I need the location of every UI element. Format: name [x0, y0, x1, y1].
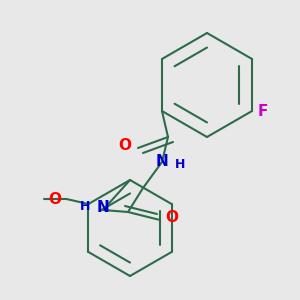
Text: F: F: [258, 103, 268, 118]
Text: N: N: [97, 200, 110, 215]
Text: O: O: [48, 191, 62, 206]
Text: H: H: [80, 200, 90, 212]
Text: H: H: [175, 158, 185, 172]
Text: N: N: [156, 154, 168, 169]
Text: O: O: [165, 211, 178, 226]
Text: O: O: [118, 139, 131, 154]
